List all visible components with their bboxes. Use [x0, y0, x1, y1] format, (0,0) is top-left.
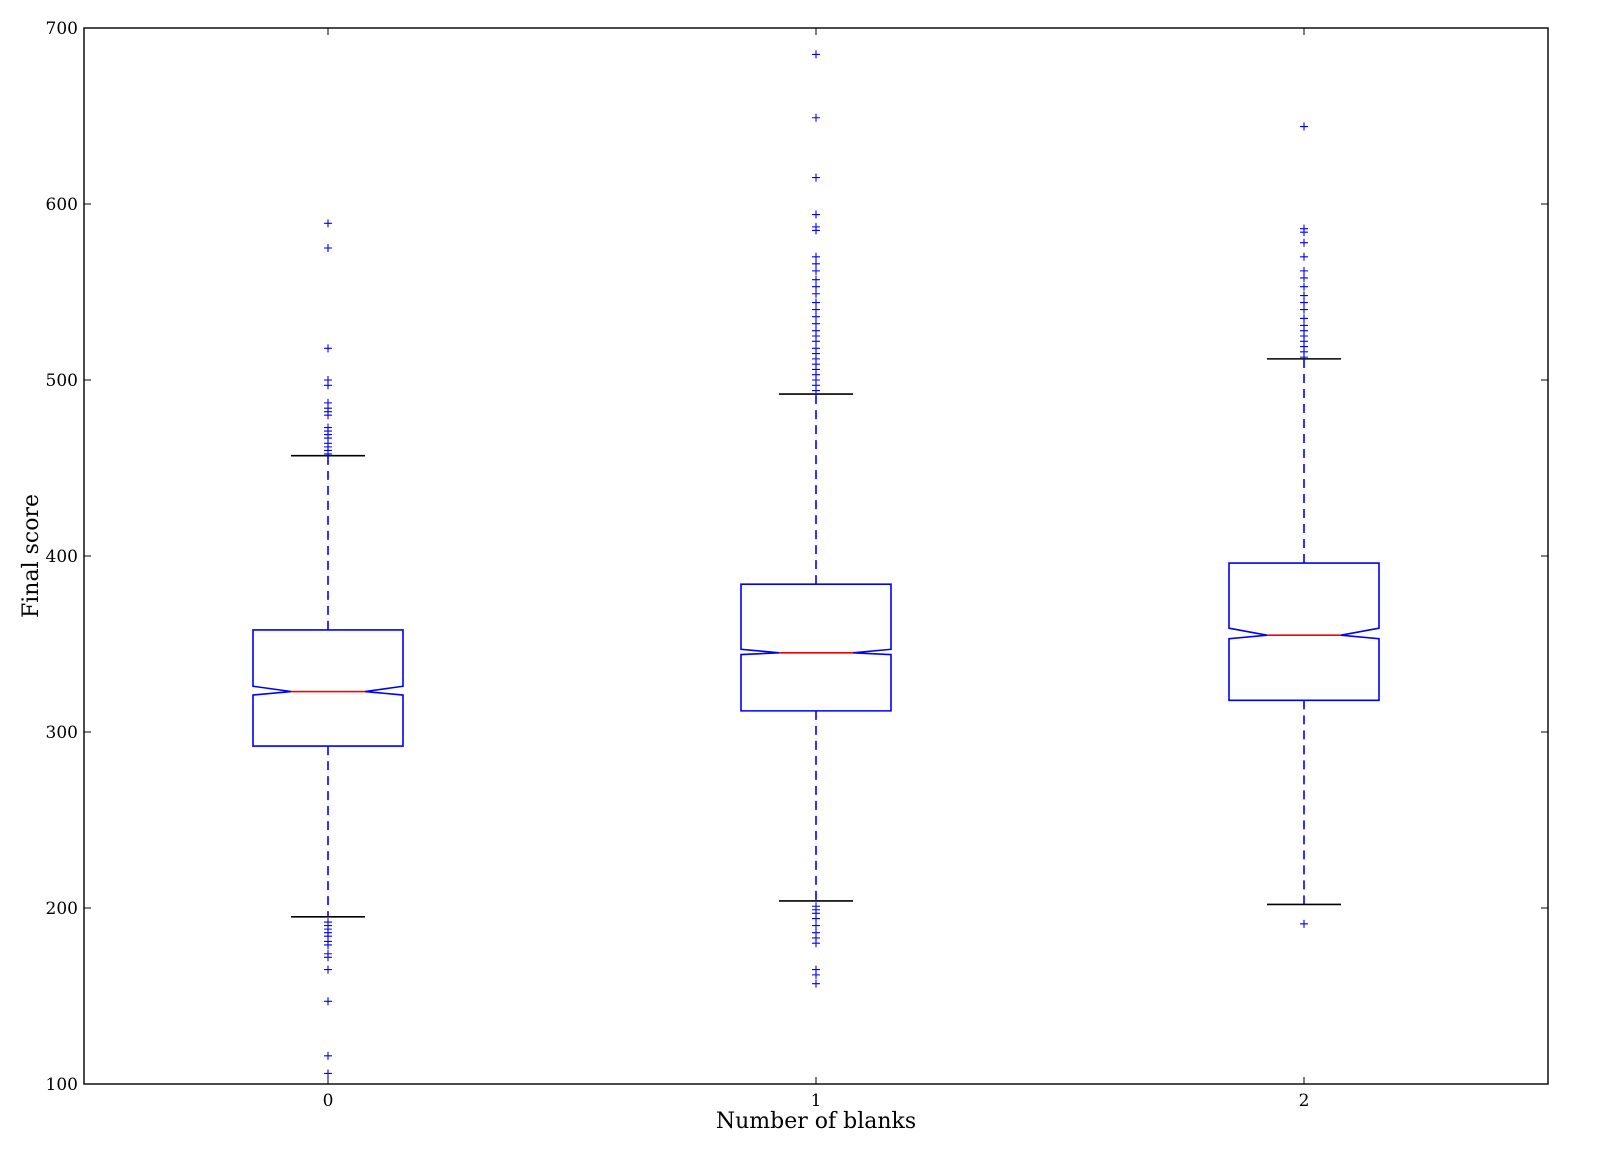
flier-point [324, 244, 332, 252]
flier-point [812, 210, 820, 219]
flier-point [812, 266, 820, 275]
x-axis-title: Number of blanks [716, 1109, 916, 1134]
flier-point [812, 298, 820, 307]
flier-point [812, 282, 820, 291]
x-tick-label: 1 [811, 1091, 822, 1111]
plot-area [252, 50, 1380, 1078]
flier-point [1300, 291, 1308, 300]
flier-point [812, 928, 820, 937]
box-group-1 [740, 50, 892, 988]
y-tick-label: 700 [46, 19, 78, 39]
y-tick-label: 300 [46, 723, 78, 743]
y-tick-label: 400 [46, 547, 78, 567]
flier-point [1300, 273, 1308, 282]
flier-point [1300, 321, 1308, 330]
y-tick-label: 600 [46, 195, 78, 215]
flier-point [812, 252, 820, 261]
flier-point [1300, 298, 1308, 307]
y-tick-label: 200 [46, 899, 78, 919]
flier-point [812, 259, 820, 268]
flier-point [812, 326, 820, 335]
flier-point [1300, 238, 1308, 247]
flier-point [324, 949, 332, 958]
flier-point [812, 312, 820, 321]
flier-point [324, 423, 332, 432]
flier-point [812, 344, 820, 353]
box-group-0 [252, 219, 404, 1078]
flier-point [812, 979, 820, 988]
flier-point [1300, 122, 1308, 131]
y-tick-label: 100 [46, 1075, 78, 1095]
notched-box [740, 583, 892, 712]
flier-point [812, 965, 820, 974]
x-tick-label: 2 [1299, 1091, 1310, 1111]
flier-point [324, 344, 332, 353]
flier-point [1300, 282, 1308, 291]
flier-point [324, 398, 332, 407]
flier-point [324, 1069, 332, 1078]
flier-point [1300, 919, 1308, 928]
flier-point [812, 305, 820, 314]
axes: 100 200 300 400 500 600 700 0 1 2 [46, 19, 1549, 1111]
flier-point [324, 965, 332, 974]
flier-point [1300, 224, 1308, 233]
flier-point [324, 1051, 332, 1060]
flier-point [324, 376, 332, 384]
flier-point [812, 173, 820, 182]
flier-point [812, 113, 820, 122]
flier-point [1300, 252, 1308, 261]
flier-point [1300, 314, 1308, 323]
x-tick-label: 0 [323, 1091, 334, 1111]
flier-point [812, 319, 820, 328]
box-group-2 [1228, 122, 1380, 928]
flier-point [324, 918, 332, 927]
notched-box [1228, 562, 1380, 702]
flier-point [812, 50, 820, 59]
flier-point [812, 222, 820, 231]
flier-point [812, 289, 820, 298]
flier-point [324, 997, 332, 1006]
y-axis-title: Final score [19, 494, 44, 618]
y-tick-label: 500 [46, 371, 78, 391]
flier-point [812, 275, 820, 284]
notched-box [252, 629, 404, 747]
flier-point [1300, 266, 1308, 275]
flier-point [812, 902, 820, 911]
flier-point [1300, 305, 1308, 314]
flier-point [812, 921, 820, 930]
flier-point [324, 219, 332, 228]
